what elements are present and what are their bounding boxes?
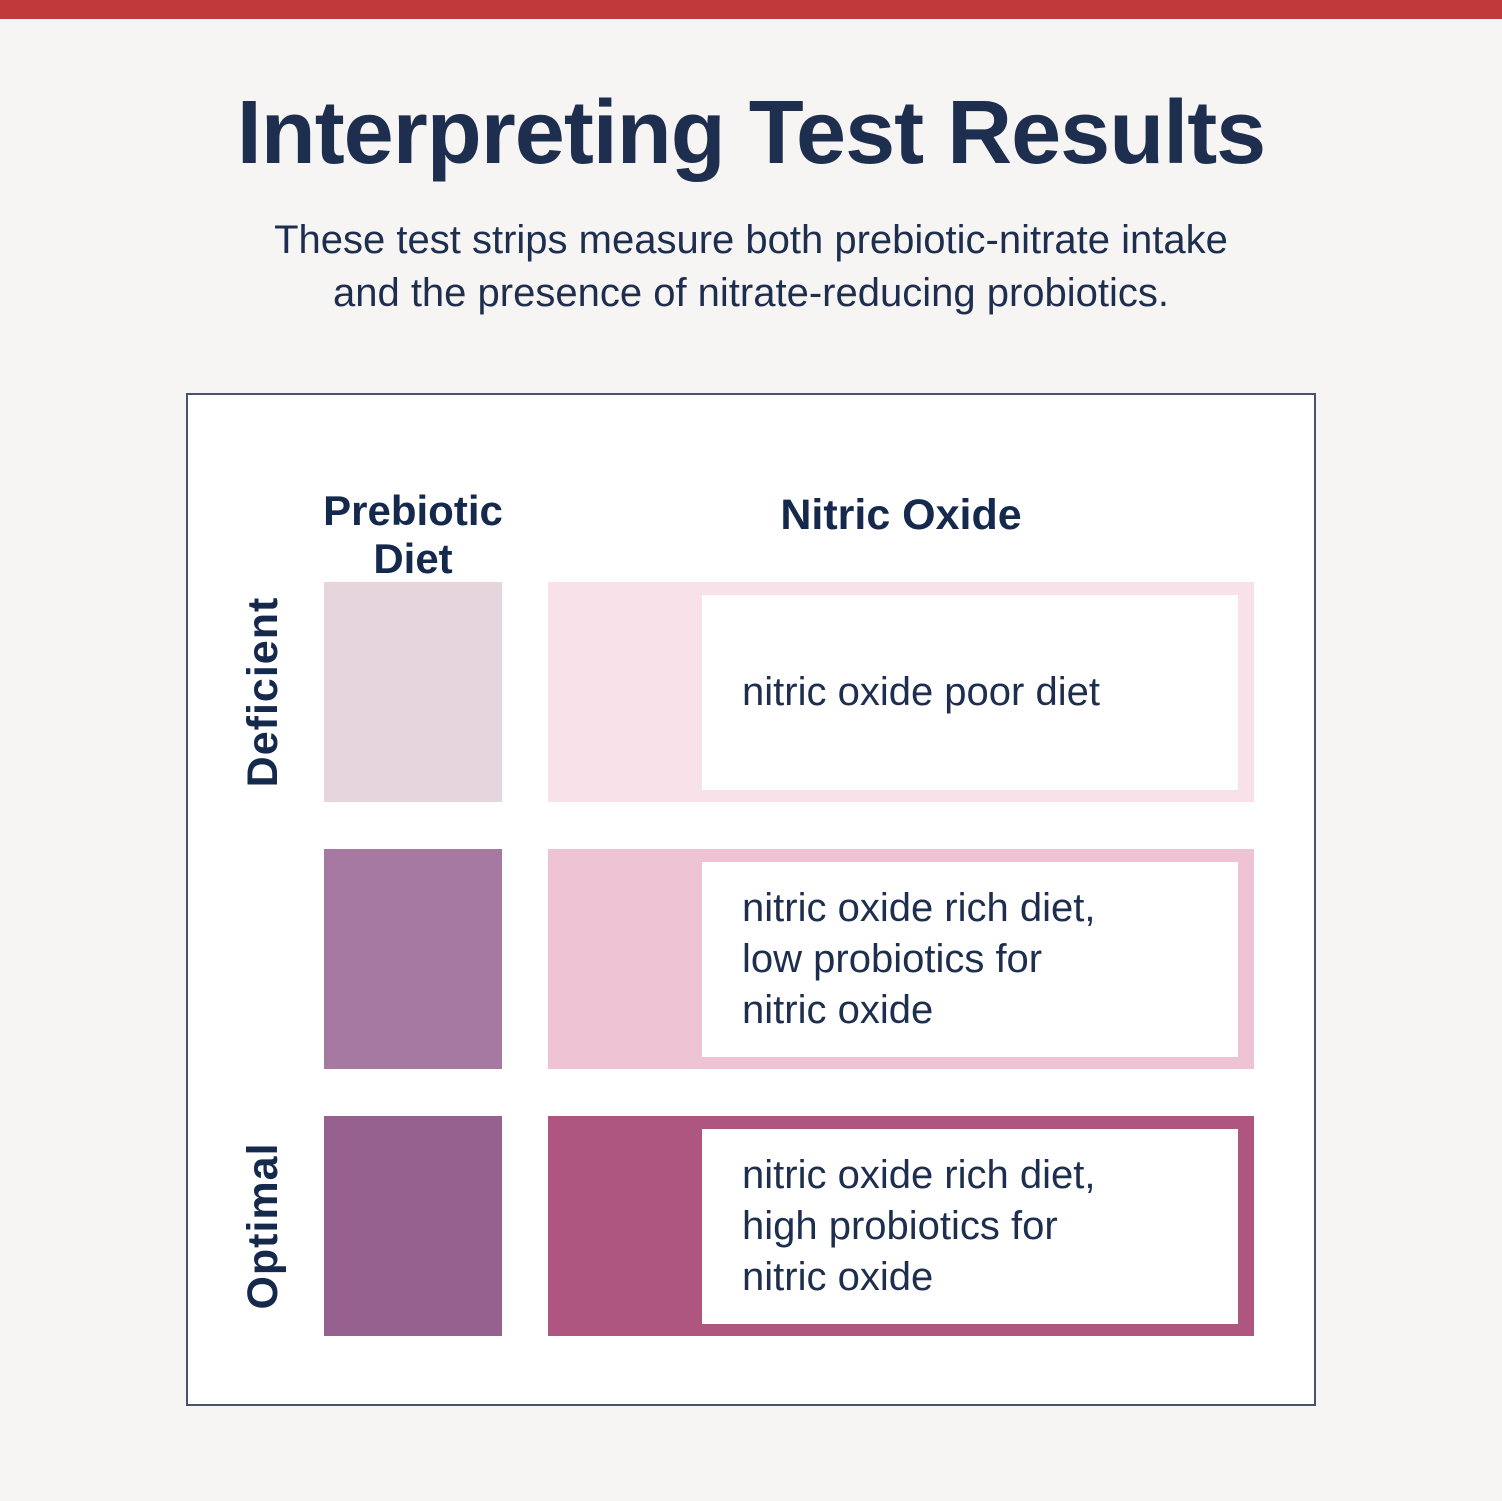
prebiotic-diet-swatch: [324, 582, 502, 802]
prebiotic-diet-swatch: [324, 849, 502, 1069]
nitric-oxide-strip: nitric oxide rich diet, high probiotics …: [548, 1116, 1254, 1336]
results-matrix: Prebiotic Diet Nitric Oxide Deficient Op…: [186, 393, 1316, 1406]
page-subtitle: These test strips measure both prebiotic…: [274, 218, 1228, 315]
prebiotic-diet-swatch: [324, 1116, 502, 1336]
result-description-box: nitric oxide rich diet, low probiotics f…: [702, 862, 1238, 1057]
column-header-prebiotic-diet: Prebiotic Diet: [323, 487, 503, 582]
result-description-box: nitric oxide poor diet: [702, 595, 1238, 790]
nitric-oxide-strip: nitric oxide poor diet: [548, 582, 1254, 802]
result-description-text: nitric oxide rich diet, high probiotics …: [742, 1153, 1096, 1299]
page-title: Interpreting Test Results: [236, 83, 1267, 183]
column-header-nitric-oxide: Nitric Oxide: [780, 491, 1022, 539]
matrix-row-middle: nitric oxide rich diet, low probiotics f…: [188, 849, 1314, 1069]
matrix-row-deficient: nitric oxide poor diet: [188, 582, 1314, 802]
result-description-text: nitric oxide poor diet: [742, 670, 1100, 714]
result-description-text: nitric oxide rich diet, low probiotics f…: [742, 886, 1096, 1032]
result-description-box: nitric oxide rich diet, high probiotics …: [702, 1129, 1238, 1324]
matrix-row-optimal: nitric oxide rich diet, high probiotics …: [188, 1116, 1314, 1336]
top-accent-bar: [0, 0, 1502, 19]
nitric-oxide-strip: nitric oxide rich diet, low probiotics f…: [548, 849, 1254, 1069]
